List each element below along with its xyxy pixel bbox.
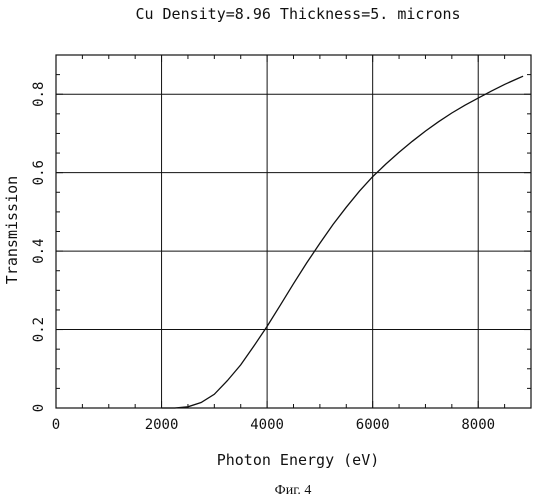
x-tick-label: 6000 — [356, 417, 390, 433]
transmission-curve — [162, 76, 523, 408]
y-axis-label: Transmission — [3, 176, 21, 284]
figure-caption: Фиг. 4 — [275, 483, 312, 498]
y-tick-label: 0.4 — [31, 238, 47, 263]
chart-title: Cu Density=8.96 Thickness=5. microns — [135, 5, 460, 23]
y-tick-label: 0.2 — [31, 317, 47, 342]
x-tick-label: 4000 — [250, 417, 284, 433]
x-tick-label: 8000 — [461, 417, 495, 433]
x-axis-label: Photon Energy (eV) — [217, 451, 380, 469]
y-tick-label: 0 — [31, 404, 47, 412]
x-tick-label: 2000 — [145, 417, 179, 433]
x-tick-labels: 0 2000 4000 6000 8000 — [52, 417, 495, 433]
y-tick-labels: 0 0.2 0.4 0.6 0.8 — [31, 82, 47, 413]
y-tick-label: 0.6 — [31, 160, 47, 185]
y-tick-label: 0.8 — [31, 82, 47, 107]
x-tick-label: 0 — [52, 417, 60, 433]
